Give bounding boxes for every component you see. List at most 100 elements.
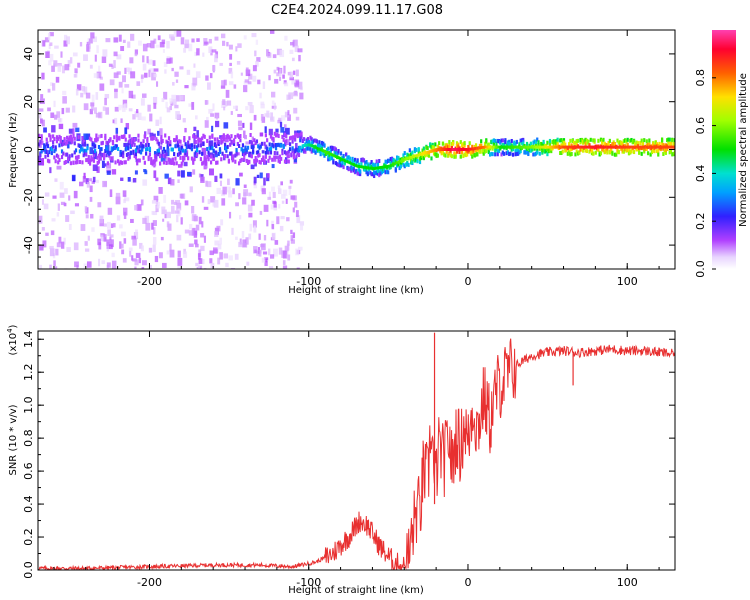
heatmap-cell <box>298 81 303 90</box>
heatmap-cell <box>360 165 363 169</box>
heatmap-cell <box>229 137 232 142</box>
heatmap-cell <box>482 148 485 153</box>
heatmap-cell <box>369 170 372 175</box>
heatmap-cell <box>216 137 219 142</box>
heatmap-cell <box>328 154 331 159</box>
heatmap-cell <box>145 151 148 156</box>
heatmap-cell <box>276 132 279 137</box>
heatmap-cell <box>95 92 99 100</box>
heatmap-cell <box>222 133 225 138</box>
heatmap-cell <box>273 151 276 156</box>
heatmap-cell <box>153 38 157 44</box>
heatmap-cell <box>390 158 394 163</box>
heatmap-cell <box>245 158 248 163</box>
heatmap-cell <box>190 143 194 148</box>
heatmap-cell <box>252 145 255 150</box>
heatmap-cell <box>593 138 596 143</box>
heatmap-cell <box>627 151 631 156</box>
heatmap-cell <box>528 148 531 153</box>
heatmap-cell <box>341 160 344 165</box>
heatmap-cell <box>608 149 611 154</box>
heatmap-cell <box>282 265 288 269</box>
heatmap-cell <box>211 146 214 151</box>
heatmap-cell <box>373 167 376 171</box>
heatmap-cell <box>269 146 273 151</box>
heatmap-cell <box>381 167 385 172</box>
heatmap-cell <box>206 116 209 121</box>
heatmap-cell <box>155 157 158 162</box>
heatmap-cell <box>511 152 515 157</box>
heatmap-cell <box>541 150 544 155</box>
heatmap-cell <box>283 132 287 137</box>
heatmap-cell <box>80 144 83 149</box>
heatmap-cell <box>57 160 60 165</box>
heatmap-cell <box>194 215 198 222</box>
heatmap-cell <box>38 215 43 224</box>
heatmap-cell <box>347 160 350 164</box>
heatmap-cell <box>42 240 47 248</box>
heatmap-cell <box>485 145 488 149</box>
heatmap-cell <box>341 163 344 168</box>
heatmap-cell <box>246 261 250 266</box>
heatmap-cell <box>128 67 132 75</box>
heatmap-cell <box>145 222 151 231</box>
heatmap-cell <box>613 152 617 157</box>
heatmap-cell <box>387 158 390 163</box>
heatmap-cell <box>343 160 346 165</box>
heatmap-cell <box>45 51 50 59</box>
heatmap-cell <box>87 235 90 241</box>
y-tick-label: 0.8 <box>22 429 35 447</box>
heatmap-cell <box>429 150 432 154</box>
heatmap-cell <box>635 145 638 149</box>
heatmap-cell <box>329 155 332 160</box>
heatmap-cell <box>655 142 659 147</box>
heatmap-cell <box>273 248 278 257</box>
heatmap-cell <box>220 137 223 142</box>
heatmap-cell <box>109 137 112 142</box>
heatmap-cell <box>79 181 84 187</box>
heatmap-cell <box>292 135 295 140</box>
heatmap-cell <box>620 146 623 151</box>
heatmap-cell <box>505 145 508 149</box>
heatmap-cell <box>97 202 102 208</box>
heatmap-cell <box>411 150 414 155</box>
heatmap-cell <box>116 54 122 60</box>
heatmap-cell <box>612 145 615 149</box>
heatmap-cell <box>133 142 136 147</box>
heatmap-cell <box>364 160 367 165</box>
heatmap-cell <box>72 105 76 113</box>
heatmap-cell <box>131 255 134 261</box>
heatmap-cell <box>147 142 150 147</box>
heatmap-cell <box>413 158 417 163</box>
heatmap-cell <box>346 157 349 162</box>
heatmap-cell <box>264 261 268 267</box>
heatmap-cell <box>243 148 246 153</box>
heatmap-cell <box>304 148 307 153</box>
heatmap-cell <box>308 139 311 144</box>
heatmap-cell <box>598 152 601 157</box>
heatmap-cell <box>136 145 139 150</box>
colorbar <box>712 30 736 269</box>
heatmap-cell <box>272 144 275 149</box>
heatmap-cell <box>82 139 85 144</box>
heatmap-cell <box>65 215 70 222</box>
heatmap-cell <box>111 65 114 69</box>
heatmap-cell <box>398 157 401 162</box>
heatmap-cell <box>257 144 260 149</box>
heatmap-cell <box>546 152 549 157</box>
heatmap-cell <box>464 148 467 151</box>
heatmap-cell <box>254 50 257 57</box>
heatmap-cell <box>221 139 224 144</box>
heatmap-cell <box>534 142 538 147</box>
heatmap-cell <box>55 135 59 140</box>
heatmap-cell <box>134 148 138 153</box>
heatmap-cell <box>46 144 50 149</box>
heatmap-cell <box>300 148 303 153</box>
heatmap-cell <box>522 139 525 144</box>
heatmap-cell <box>184 151 187 156</box>
heatmap-cell <box>371 167 374 171</box>
heatmap-cell <box>403 157 406 161</box>
heatmap-cell <box>175 199 181 204</box>
heatmap-cell <box>287 110 290 116</box>
heatmap-cell <box>238 193 241 200</box>
